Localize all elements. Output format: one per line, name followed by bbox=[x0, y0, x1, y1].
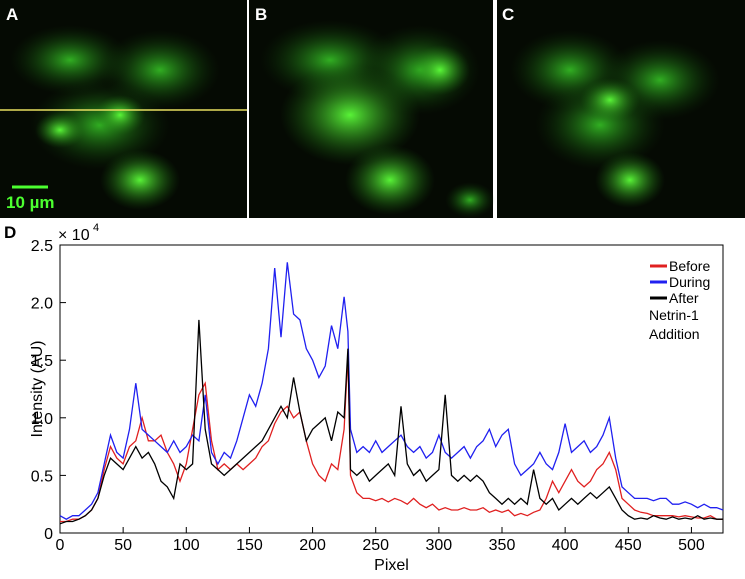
x-tick-label: 450 bbox=[615, 537, 642, 554]
panel-c-image bbox=[497, 0, 745, 218]
x-tick-label: 200 bbox=[299, 537, 326, 554]
x-tick-label: 0 bbox=[56, 537, 65, 554]
plot-frame bbox=[59, 244, 724, 534]
y-tick-label: 1.5 bbox=[31, 353, 53, 370]
x-tick-label: 300 bbox=[426, 537, 453, 554]
x-tick-label: 400 bbox=[552, 537, 579, 554]
x-tick-label: 250 bbox=[362, 537, 389, 554]
legend-label: During bbox=[669, 274, 710, 290]
panel-a-image bbox=[0, 0, 247, 218]
y-tick-label: 0 bbox=[44, 526, 53, 543]
legend-label: Before bbox=[669, 258, 710, 274]
x-tick-label: 150 bbox=[236, 537, 263, 554]
y-tick-label: 2.0 bbox=[31, 296, 53, 313]
y-tick-label: 0.5 bbox=[31, 468, 53, 485]
legend-label: After bbox=[669, 290, 699, 306]
y-multiplier: × 10 bbox=[58, 227, 90, 244]
chart: 0 50 100 150 200 250 300 350 400 450 500 0 0.5 1.0 1.5… bbox=[29, 222, 724, 574]
y-multiplier-exponent: 4 bbox=[93, 222, 99, 234]
panel-b-image bbox=[249, 0, 495, 218]
x-tick-label: 350 bbox=[489, 537, 516, 554]
x-tick-label: 100 bbox=[173, 537, 200, 554]
y-tick-label: 1.0 bbox=[31, 411, 53, 428]
x-tick-label: 500 bbox=[678, 537, 705, 554]
annotation: Netrin-1 bbox=[649, 307, 699, 323]
panel-label: D bbox=[4, 223, 16, 242]
annotation: Addition bbox=[649, 326, 700, 342]
x-axis-label: Pixel bbox=[374, 557, 409, 574]
series-line bbox=[59, 262, 724, 520]
panel-label: C bbox=[502, 5, 514, 24]
panel-label: B bbox=[255, 5, 267, 24]
series-line bbox=[60, 354, 723, 523]
x-tick-label: 50 bbox=[114, 537, 132, 554]
series-line bbox=[59, 319, 723, 525]
y-axis-label: Intensity (AU) bbox=[29, 341, 46, 438]
panel-label: A bbox=[6, 5, 18, 24]
scale-bar-label: 10 µm bbox=[6, 193, 55, 212]
y-tick-label: 2.5 bbox=[31, 238, 53, 255]
